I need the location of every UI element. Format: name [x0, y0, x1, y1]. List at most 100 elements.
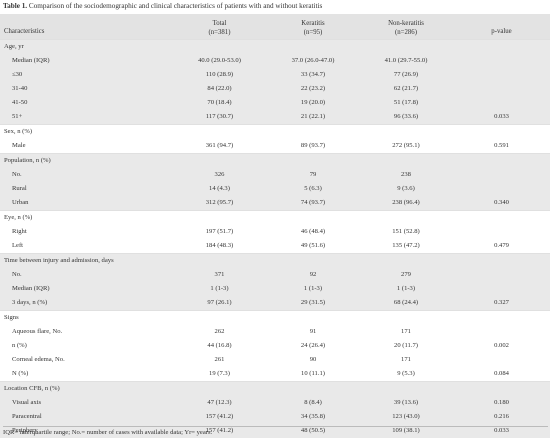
row-label: ≤30 — [12, 70, 23, 78]
section-title: Population, n (%) — [0, 152, 550, 168]
cell-non-keratitis: 151 (52.8) — [392, 227, 420, 235]
row-label: Median (IQR) — [12, 284, 50, 292]
table-row: Periphery 157 (41.2) 48 (50.5) 109 (38.1) 0.… — [0, 423, 550, 438]
row-label: Urban — [12, 198, 29, 206]
table-row: Median (IQR) 40.0 (29.0-53.0) 37.0 (26.0-4… — [0, 53, 550, 68]
cell-non-keratitis: 123 (43.0) — [392, 412, 420, 420]
table-row: No. 326 79 238 — [0, 167, 550, 182]
comparison-table: Characteristics Total (n=381) Keratitis … — [0, 14, 550, 438]
table-caption: Table 1. Comparison of the sociodemograp… — [3, 2, 543, 11]
cell-keratitis: 1 (1-3) — [303, 284, 323, 292]
section-title: Age, yr — [0, 38, 550, 54]
section-header-row: Signs — [0, 309, 550, 325]
cell-p-value: 0.327 — [494, 298, 509, 306]
row-label: Rural — [12, 184, 27, 192]
section-header-row: Age, yr — [0, 38, 550, 54]
cell-keratitis: 24 (26.4) — [300, 341, 326, 349]
cell-p-value — [453, 168, 550, 182]
header-total: Total (n=381) — [172, 14, 267, 39]
cell-total: 326 — [214, 170, 225, 178]
row-label: Male — [12, 141, 26, 149]
table-row: N (%) 19 (7.3) 10 (11.1) 9 (5.3) 0.084 — [0, 366, 550, 381]
cell-total: 261 — [214, 355, 225, 363]
row-label: No. — [12, 270, 22, 278]
table-row: Right 197 (51.7) 46 (48.4) 151 (52.8) — [0, 224, 550, 239]
table-row: Corneal edema, No. 261 90 171 — [0, 352, 550, 367]
row-label: 31-40 — [12, 84, 28, 92]
cell-total: 84 (22.0) — [207, 84, 232, 92]
cell-non-keratitis: 20 (11.7) — [394, 341, 418, 349]
header-keratitis-n: (n=95) — [303, 28, 323, 36]
header-keratitis-label: Keratitis — [301, 19, 325, 27]
cell-total: 157 (41.2) — [205, 426, 234, 434]
cell-p-value — [453, 268, 550, 282]
cell-p-value — [453, 54, 550, 68]
cell-keratitis: 92 — [309, 270, 317, 278]
section-title: Eye, n (%) — [0, 209, 550, 225]
row-label: Right — [12, 227, 27, 235]
cell-keratitis: 22 (23.2) — [300, 84, 326, 92]
table-row: Rural 14 (4.3) 5 (6.3) 9 (3.6) — [0, 181, 550, 196]
cell-p-value: 0.591 — [494, 141, 509, 149]
cell-p-value: 0.033 — [494, 112, 509, 120]
header-total-n: (n=381) — [208, 28, 231, 36]
cell-p-value — [453, 325, 550, 339]
table-row: 41-50 70 (18.4) 19 (20.0) 51 (17.8) — [0, 95, 550, 110]
cell-p-value — [453, 96, 550, 110]
cell-non-keratitis: 109 (38.1) — [392, 426, 420, 434]
cell-total: 14 (4.3) — [209, 184, 230, 192]
cell-non-keratitis: 77 (26.9) — [393, 70, 419, 78]
cell-total: 44 (16.8) — [207, 341, 232, 349]
cell-p-value: 0.002 — [494, 341, 509, 349]
cell-keratitis: 21 (22.1) — [300, 112, 326, 120]
cell-keratitis: 19 (20.0) — [300, 98, 326, 106]
table-row: 51+ 117 (30.7) 21 (22.1) 96 (33.6) 0.033 — [0, 109, 550, 124]
cell-total: 70 (18.4) — [207, 98, 232, 106]
cell-keratitis: 48 (50.5) — [300, 426, 326, 434]
header-keratitis: Keratitis (n=95) — [267, 14, 359, 39]
cell-p-value — [453, 225, 550, 239]
section-header-row: Population, n (%) — [0, 152, 550, 168]
cell-p-value: 0.033 — [494, 426, 509, 434]
cell-total: 262 — [214, 327, 225, 335]
row-label: No. — [12, 170, 22, 178]
cell-keratitis: 46 (48.4) — [300, 227, 326, 235]
header-non-keratitis-n: (n=286) — [395, 28, 417, 36]
table-row: 31-40 84 (22.0) 22 (23.2) 62 (21.7) — [0, 81, 550, 96]
table-row: Aqueous flare, No. 262 91 171 — [0, 324, 550, 339]
row-label: 51+ — [12, 112, 23, 120]
section-title: Sex, n (%) — [0, 123, 550, 139]
table-row: Median (IQR) 1 (1-3) 1 (1-3) 1 (1-3) — [0, 281, 550, 296]
cell-p-value: 0.180 — [494, 398, 509, 406]
cell-non-keratitis: 279 — [401, 270, 411, 278]
cell-keratitis: 74 (93.7) — [300, 198, 326, 206]
cell-keratitis: 89 (93.7) — [300, 141, 326, 149]
cell-non-keratitis: 51 (17.8) — [393, 98, 419, 106]
cell-non-keratitis: 135 (47.2) — [392, 241, 420, 249]
table-row: Male 361 (94.7) 89 (93.7) 272 (95.1) 0.591 — [0, 138, 550, 153]
table-row: Visual axis 47 (12.3) 8 (8.4) 39 (13.6) 0.18… — [0, 395, 550, 410]
cell-total: 371 — [214, 270, 225, 278]
cell-keratitis: 49 (51.6) — [300, 241, 326, 249]
table-row: n (%) 44 (16.8) 24 (26.4) 20 (11.7) 0.002 — [0, 338, 550, 353]
row-label: Visual axis — [12, 398, 42, 406]
cell-non-keratitis: 39 (13.6) — [393, 398, 419, 406]
header-non-keratitis: Non-keratitis (n=286) — [359, 14, 453, 39]
cell-non-keratitis: 272 (95.1) — [392, 141, 420, 149]
table-row: Paracentral 157 (41.2) 34 (35.8) 123 (43.0)… — [0, 409, 550, 424]
row-label: Paracentral — [12, 412, 42, 420]
cell-total: 47 (12.3) — [207, 398, 232, 406]
header-non-keratitis-label: Non-keratitis — [388, 19, 424, 27]
header-p-value: p-value — [491, 27, 512, 35]
cell-total: 312 (95.7) — [205, 198, 234, 206]
cell-total: 157 (41.2) — [205, 412, 234, 420]
cell-total: 184 (48.3) — [205, 241, 234, 249]
table-row: No. 371 92 279 — [0, 267, 550, 282]
row-label: Left — [12, 241, 23, 249]
cell-p-value — [453, 68, 550, 82]
cell-non-keratitis: 238 — [401, 170, 411, 178]
cell-non-keratitis: 171 — [401, 355, 411, 363]
cell-non-keratitis: 1 (1-3) — [396, 284, 416, 292]
cell-total: 40.0 (29.0-53.0) — [198, 56, 241, 64]
